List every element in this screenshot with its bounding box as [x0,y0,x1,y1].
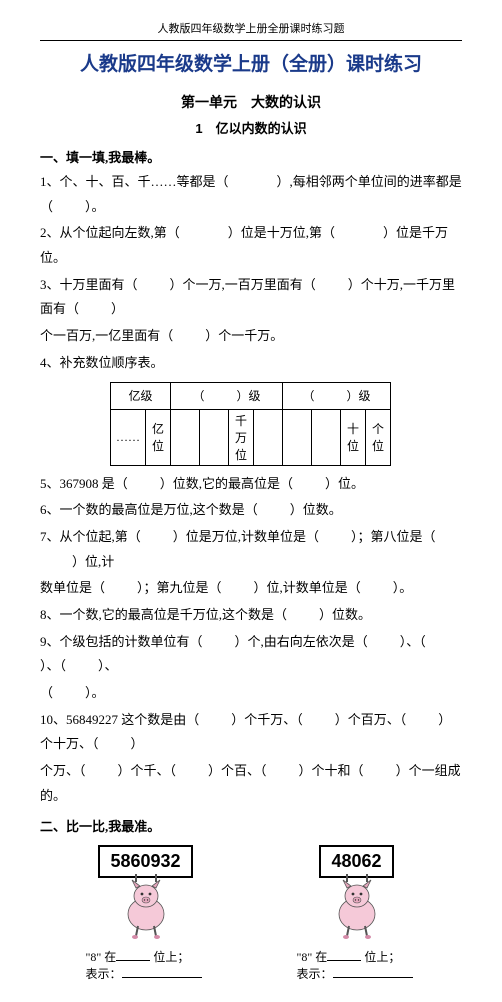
main-title: 人教版四年级数学上册（全册）课时练习 [40,49,462,76]
question-3: 3、十万里面有（）个一万,一百万里面有（）个十万,一千万里面有（） [40,273,462,322]
table-cell [171,409,200,465]
question-3-cont: 个一百万,一亿里面有（）个一千万。 [40,324,462,349]
compare-left: 5860932 "8" 在 位上； 表示： [56,845,236,982]
question-9-cont: （）。 [40,681,462,706]
lesson-title: 1 亿以内数的认识 [40,118,462,137]
question-2: 2、从个位起向左数,第（）位是十万位,第（）位是千万位。 [40,221,462,270]
table-cell: 十位 [341,409,366,465]
question-1: 1、个、十、百、千……等都是（）,每相邻两个单位间的进率都是（）。 [40,170,462,219]
table-cell: 亿级 [111,382,171,409]
question-9: 9、个级包括的计数单位有（）个,由右向左依次是（）、（）、（）、 [40,630,462,679]
place-value-table: 亿级 （）级 （）级 …… 亿位 千万位 十位 [110,382,391,466]
section-a-heading: 一、填一填,我最棒。 [40,147,462,166]
table-cell: （）级 [171,382,283,409]
table-cell: （）级 [283,382,391,409]
question-6: 6、一个数的最高位是万位,这个数是（）位数。 [40,498,462,523]
question-10: 10、56849227 这个数是由（）个千万、（）个百万、（）个十万、（） [40,708,462,757]
answer-text-2: "8" 在 位上； 表示： [267,948,447,982]
compare-row: 5860932 "8" 在 位上； 表示： [40,845,462,982]
table-cell: 个位 [366,409,391,465]
answer-text-1: "8" 在 位上； 表示： [56,948,236,982]
compare-right: 48062 "8" 在 位上； 表示： [267,845,447,982]
table-cell [283,409,312,465]
question-8: 8、一个数,它的最高位是千万位,这个数是（）位数。 [40,603,462,628]
number-box-2: 48062 [319,845,393,878]
number-box-1: 5860932 [98,845,192,878]
question-4: 4、补充数位顺序表。 [40,351,462,376]
section-b-heading: 二、比一比,我最准。 [40,816,462,835]
pig-icon [106,874,186,944]
question-5: 5、367908 是（）位数,它的最高位是（）位。 [40,472,462,497]
pig-icon [317,874,397,944]
table-cell [312,409,341,465]
table-cell [200,409,229,465]
question-7-cont: 数单位是（）；第九位是（）位,计数单位是（）。 [40,576,462,601]
table-cell: …… [111,409,146,465]
unit-title: 第一单元 大数的认识 [40,92,462,112]
table-cell: 千万位 [229,409,254,465]
question-10-cont: 个万、（）个千、（）个百、（）个十和（）个一组成的。 [40,759,462,808]
page-header: 人教版四年级数学上册全册课时练习题 [40,20,462,36]
table-cell: 亿位 [146,409,171,465]
question-7: 7、从个位起,第（）位是万位,计数单位是（）；第八位是（）位,计 [40,525,462,574]
header-rule [40,40,462,41]
table-cell [254,409,283,465]
